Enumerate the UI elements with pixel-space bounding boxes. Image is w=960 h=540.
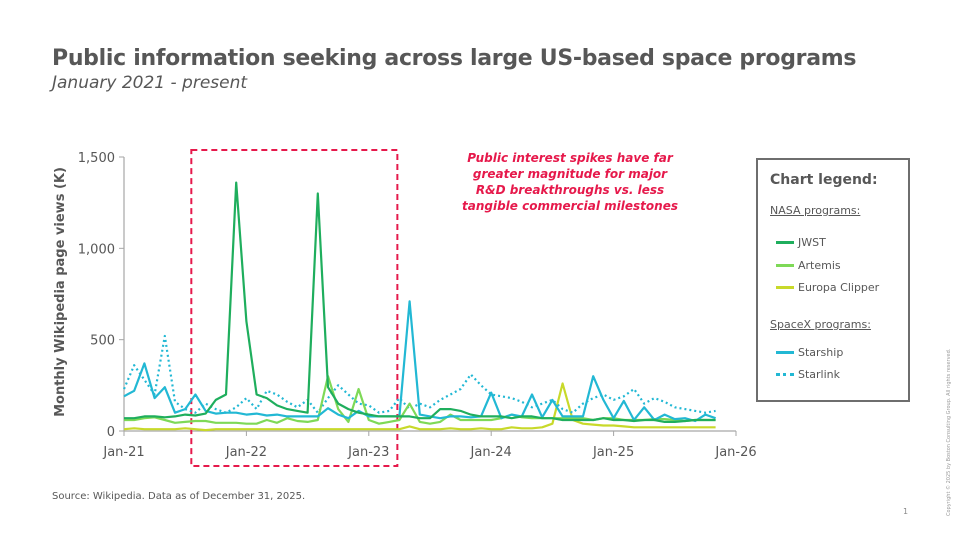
y-tick-label: 1,500 — [78, 151, 115, 166]
highlight-box — [190, 149, 399, 467]
chart-title: Public information seeking across large … — [52, 46, 857, 71]
chart-legend: Chart legend: NASA programs: JWST Artemi… — [756, 158, 910, 402]
x-tick-label: Jan-25 — [592, 445, 634, 460]
y-tick-label: 500 — [90, 334, 115, 349]
y-tick-label: 1,000 — [78, 242, 115, 257]
annotation-line: R&D breakthroughs vs. less — [475, 183, 665, 197]
annotation-line: greater magnitude for major — [472, 167, 668, 181]
legend-item-jwst: JWST — [776, 236, 826, 249]
series-line-europa-clipper — [123, 382, 716, 432]
legend-group-nasa: NASA programs: — [770, 204, 861, 217]
source-note: Source: Wikipedia. Data as of December 3… — [52, 491, 306, 502]
series-line-starlink — [122, 334, 716, 414]
annotation-line: tangible commercial milestones — [462, 199, 678, 213]
x-tick-label: Jan-24 — [470, 445, 512, 460]
legend-swatch — [776, 373, 794, 376]
highlight-box-group — [190, 149, 399, 467]
series-line-starship — [123, 300, 716, 423]
legend-item-europa-clipper: Europa Clipper — [776, 281, 879, 294]
page-number: 1 — [903, 507, 909, 516]
x-tick-label: Jan-23 — [347, 445, 389, 460]
series-line-artemis — [124, 375, 716, 425]
chart-subtitle: January 2021 - present — [52, 73, 248, 93]
annotation-line: Public interest spikes have far — [467, 151, 673, 165]
chart-axes: 0 500 1,000 1,500 Jan-21 Jan-22 Jan-23 Jan-24 Ja… — [78, 151, 757, 460]
legend-title: Chart legend: — [770, 172, 878, 188]
legend-item-starlink: Starlink — [776, 368, 840, 381]
series-group — [122, 181, 716, 432]
legend-label: Artemis — [798, 259, 841, 272]
legend-label: Starlink — [798, 368, 841, 381]
legend-label: JWST — [798, 236, 826, 249]
annotation-text: Public interest spikes have far greater … — [452, 150, 688, 214]
series-line-jwst — [124, 181, 716, 423]
copyright-note: Copyright © 2025 by Boston Consulting Gr… — [946, 348, 952, 516]
legend-swatch — [776, 264, 794, 267]
x-tick-label: Jan-22 — [225, 445, 267, 460]
legend-label: Starship — [798, 346, 844, 359]
y-tick-label: 0 — [107, 425, 115, 440]
legend-label: Europa Clipper — [798, 281, 880, 294]
legend-swatch — [776, 351, 794, 354]
y-axis-label: Monthly Wikipedia page views (K) — [53, 167, 68, 417]
legend-item-artemis: Artemis — [776, 259, 841, 272]
legend-swatch — [776, 241, 794, 244]
legend-swatch — [776, 286, 794, 289]
legend-group-spacex: SpaceX programs: — [770, 318, 871, 331]
x-tick-label: Jan-21 — [102, 445, 144, 460]
x-tick-label: Jan-26 — [714, 445, 756, 460]
legend-item-starship: Starship — [776, 346, 843, 359]
